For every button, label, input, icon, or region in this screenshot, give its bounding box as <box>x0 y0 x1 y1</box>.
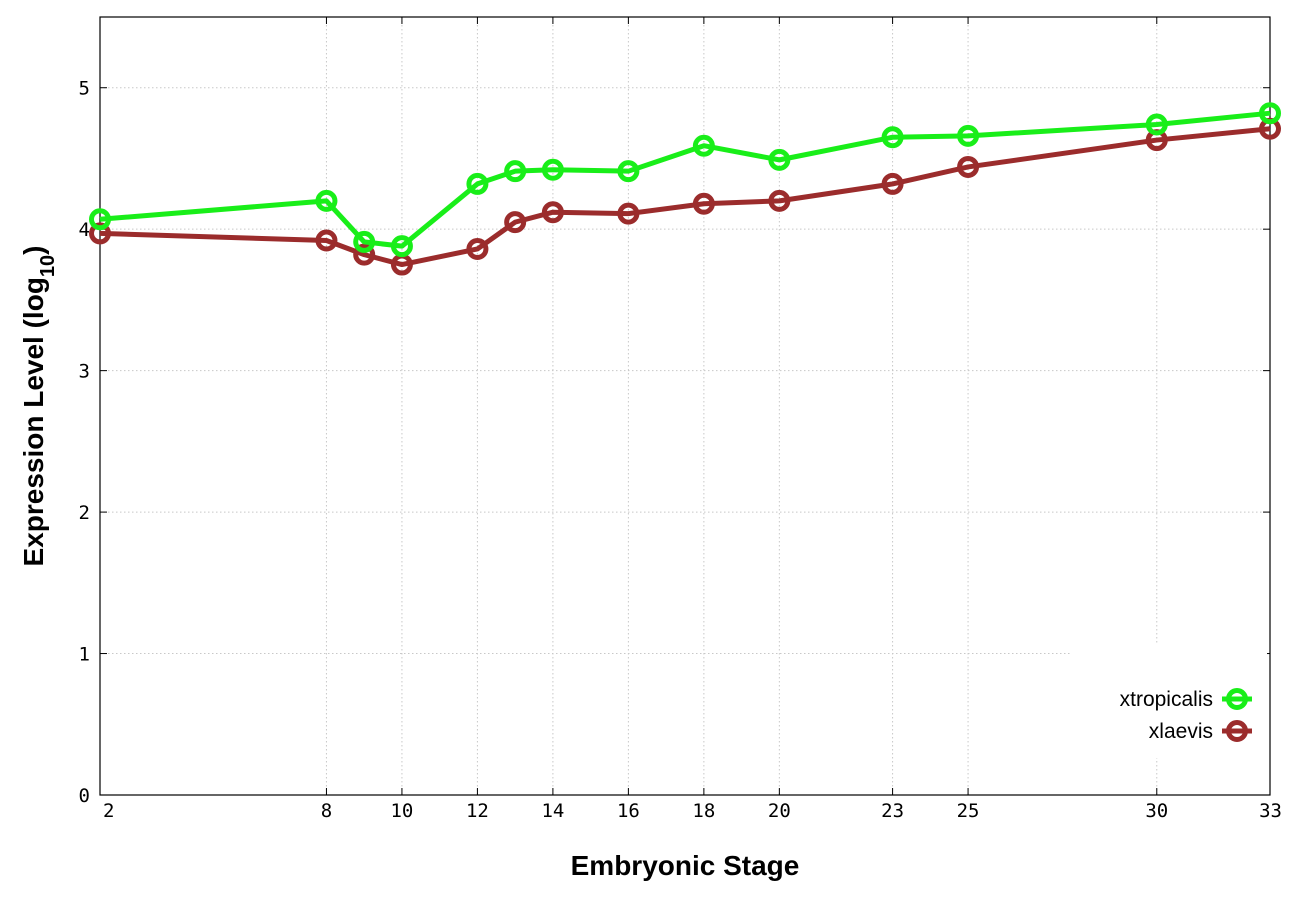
legend-swatch-marker <box>1226 720 1248 742</box>
y-tick-label: 1 <box>79 644 90 666</box>
data-point-xtropicalis <box>315 189 338 212</box>
data-point-xlaevis <box>957 155 980 178</box>
x-tick-labels: 2 8 10 12 14 16 18 20 23 25 30 33 <box>103 800 1282 822</box>
x-tick-label: 12 <box>466 800 489 822</box>
data-point-xlaevis <box>353 243 376 266</box>
legend-swatch-marker <box>1226 688 1248 710</box>
y-tick-label: 0 <box>79 785 90 807</box>
data-point-xlaevis <box>89 222 111 245</box>
x-tick-label: 23 <box>881 800 904 822</box>
legend: xtropicalis xlaevis <box>1120 688 1252 743</box>
x-tick-label: 14 <box>541 800 564 822</box>
data-point-xlaevis <box>315 229 338 252</box>
data-point-xtropicalis <box>353 230 376 253</box>
y-tick-label: 3 <box>79 361 90 383</box>
data-point-xtropicalis <box>768 148 791 171</box>
data-point-xlaevis <box>881 172 904 195</box>
y-axis-title-close: ) <box>18 246 49 255</box>
data-point-xlaevis <box>504 211 527 234</box>
data-point-xlaevis <box>617 202 640 225</box>
plot-frame <box>99 16 1271 796</box>
x-tick-label: 33 <box>1259 800 1282 822</box>
axis-ticks <box>99 17 1271 796</box>
data-point-xtropicalis <box>1259 102 1281 125</box>
data-point-xlaevis <box>692 192 715 215</box>
x-tick-label: 16 <box>617 800 640 822</box>
data-point-xlaevis <box>466 237 489 260</box>
data-point-xtropicalis <box>1145 113 1168 136</box>
data-point-xtropicalis <box>957 124 980 147</box>
data-point-xtropicalis <box>466 172 489 195</box>
series-line-xtropicalis <box>99 110 1271 249</box>
y-tick-label: 2 <box>79 502 90 524</box>
y-tick-labels: 0 1 2 3 4 5 <box>79 78 90 807</box>
x-tick-label: 20 <box>768 800 791 822</box>
y-tick-label: 4 <box>79 219 90 241</box>
data-point-xlaevis <box>541 201 564 224</box>
data-point-xtropicalis <box>541 158 564 181</box>
legend-label-xlaevis: xlaevis <box>1149 720 1213 743</box>
series-line-xlaevis <box>99 126 1271 268</box>
grid-lines <box>100 17 1270 795</box>
x-tick-label: 8 <box>321 800 332 822</box>
y-tick-label: 5 <box>79 78 90 100</box>
x-tick-label: 18 <box>692 800 715 822</box>
x-axis-title: Embryonic Stage <box>571 850 800 881</box>
data-point-xtropicalis <box>692 134 715 157</box>
x-tick-label: 30 <box>1145 800 1168 822</box>
data-point-xtropicalis <box>881 126 904 149</box>
series-lines <box>89 102 1281 276</box>
legend-label-xtropicalis: xtropicalis <box>1120 688 1213 711</box>
data-point-xtropicalis <box>617 160 640 183</box>
y-axis-title-main: Expression Level (log <box>18 277 49 566</box>
y-axis-title-subscript: 10 <box>37 255 59 277</box>
y-axis-title: Expression Level (log10) <box>18 246 59 567</box>
x-tick-label: 2 <box>103 800 114 822</box>
data-point-xtropicalis <box>89 208 111 231</box>
data-point-xtropicalis <box>390 235 413 258</box>
x-tick-label: 25 <box>957 800 980 822</box>
data-point-xlaevis <box>768 189 791 212</box>
data-point-xtropicalis <box>504 160 527 183</box>
x-tick-label: 10 <box>390 800 413 822</box>
